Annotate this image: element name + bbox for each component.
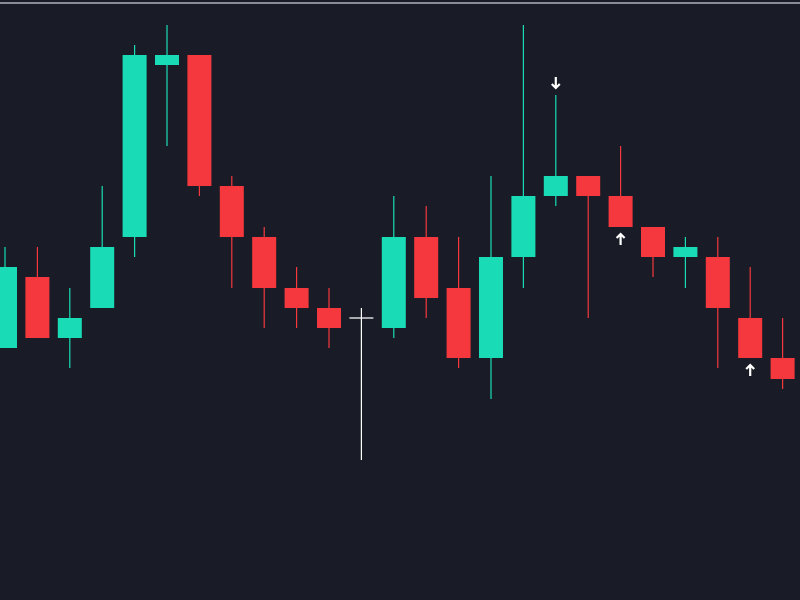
candle-body bbox=[543, 176, 568, 196]
candle-body bbox=[705, 257, 730, 308]
arrow-shape bbox=[745, 363, 755, 376]
candle-body bbox=[25, 277, 50, 338]
candle-body bbox=[608, 196, 633, 227]
candle-body bbox=[770, 358, 795, 379]
candle-body bbox=[479, 257, 503, 358]
candle-body bbox=[90, 247, 115, 308]
arrow-shape bbox=[615, 232, 626, 245]
candle-body bbox=[252, 237, 277, 288]
candle-body bbox=[155, 55, 179, 65]
candle-body bbox=[57, 318, 82, 338]
buy-arrow bbox=[745, 363, 755, 376]
candle-body bbox=[284, 288, 309, 308]
candle-body bbox=[317, 308, 341, 328]
arrow-shape bbox=[551, 77, 561, 90]
candle-body bbox=[381, 237, 406, 328]
candle-body bbox=[219, 186, 244, 237]
candle-body bbox=[511, 196, 536, 257]
candle-body bbox=[446, 288, 471, 358]
candle-body bbox=[414, 237, 439, 298]
candle-body bbox=[0, 267, 17, 348]
candle-body bbox=[738, 318, 763, 358]
candle-body bbox=[576, 176, 601, 196]
sell-arrow bbox=[551, 77, 561, 90]
buy-arrow bbox=[615, 232, 626, 245]
candle-body bbox=[187, 55, 212, 186]
candle-body bbox=[122, 55, 147, 237]
candle-body bbox=[641, 227, 665, 257]
candle-body bbox=[673, 247, 698, 257]
